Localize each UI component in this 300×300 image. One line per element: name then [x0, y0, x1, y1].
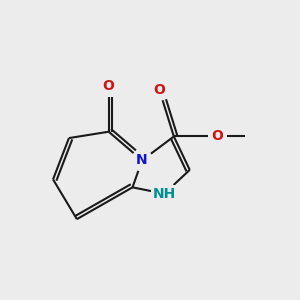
Text: O: O [103, 80, 115, 93]
Text: NH: NH [153, 187, 176, 201]
Text: O: O [154, 83, 166, 98]
Text: N: N [136, 153, 148, 167]
Text: O: O [212, 130, 224, 143]
